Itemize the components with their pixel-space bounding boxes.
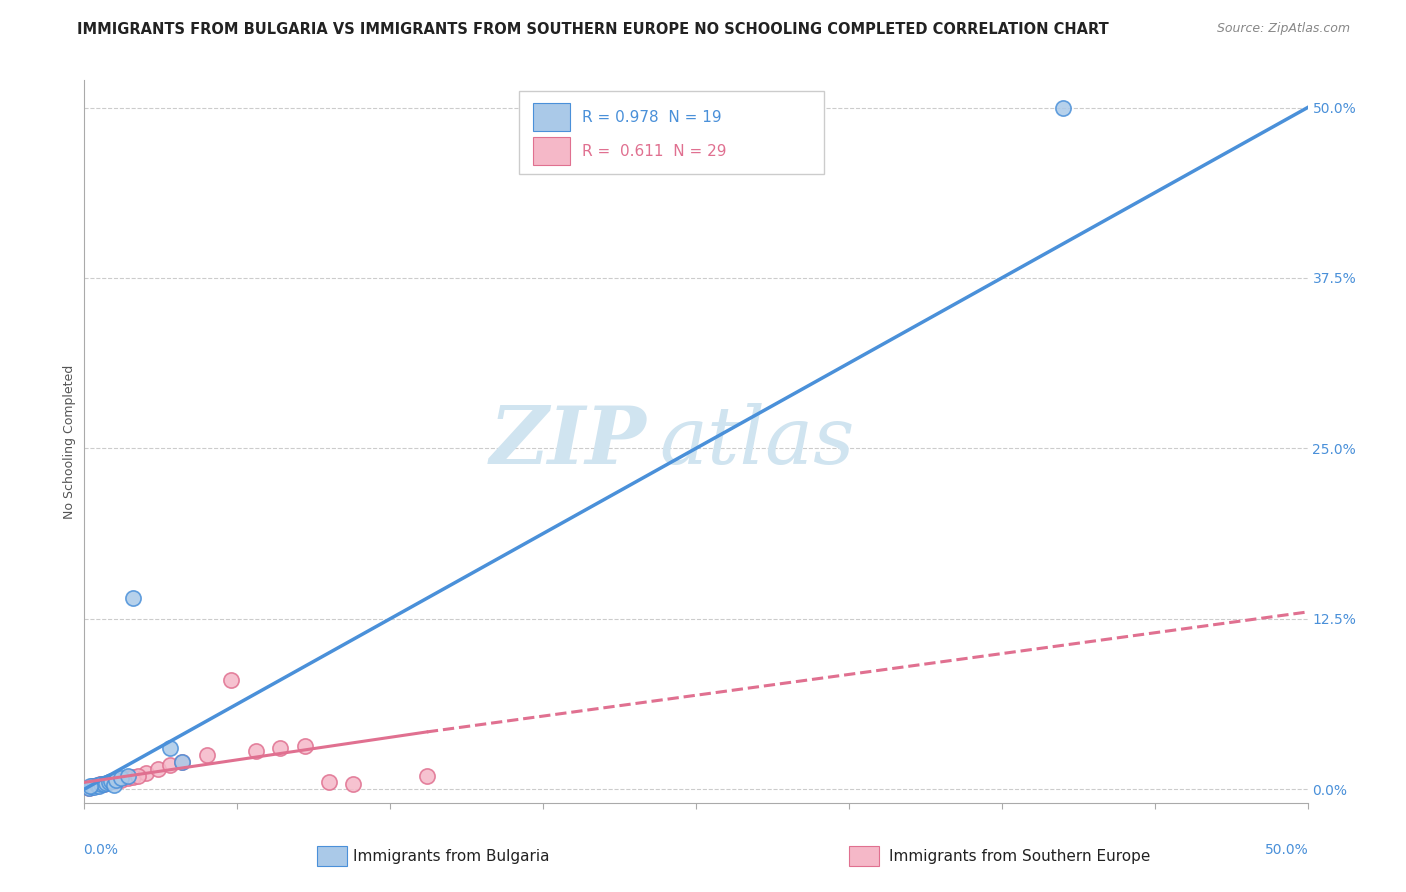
Text: Immigrants from Bulgaria: Immigrants from Bulgaria	[353, 849, 550, 863]
Text: IMMIGRANTS FROM BULGARIA VS IMMIGRANTS FROM SOUTHERN EUROPE NO SCHOOLING COMPLET: IMMIGRANTS FROM BULGARIA VS IMMIGRANTS F…	[77, 22, 1109, 37]
Text: R = 0.978  N = 19: R = 0.978 N = 19	[582, 110, 721, 125]
FancyBboxPatch shape	[519, 91, 824, 174]
Point	[110, 771, 132, 785]
Point	[110, 772, 132, 787]
Point	[105, 773, 128, 788]
Point	[172, 755, 194, 769]
Point	[90, 777, 112, 791]
Point	[86, 779, 108, 793]
Text: Source: ZipAtlas.com: Source: ZipAtlas.com	[1216, 22, 1350, 36]
Point	[416, 768, 439, 782]
Point	[1052, 101, 1074, 115]
Point	[100, 774, 122, 789]
Point	[93, 777, 115, 791]
Text: atlas: atlas	[659, 403, 855, 480]
FancyBboxPatch shape	[533, 137, 569, 165]
Point	[77, 780, 100, 795]
Point	[117, 768, 139, 782]
Point	[105, 772, 128, 787]
Point	[146, 762, 169, 776]
Point	[122, 770, 145, 784]
Point	[219, 673, 242, 687]
Point	[96, 776, 118, 790]
FancyBboxPatch shape	[849, 847, 880, 866]
Text: Immigrants from Southern Europe: Immigrants from Southern Europe	[889, 849, 1150, 863]
Point	[93, 777, 115, 791]
Point	[195, 748, 218, 763]
Point	[318, 775, 340, 789]
Point	[127, 768, 149, 782]
Point	[87, 778, 110, 792]
FancyBboxPatch shape	[316, 847, 347, 866]
Y-axis label: No Schooling Completed: No Schooling Completed	[63, 365, 76, 518]
Point	[87, 779, 110, 793]
Point	[159, 741, 181, 756]
Point	[294, 739, 316, 753]
Point	[80, 780, 103, 794]
Point	[80, 780, 103, 794]
Text: ZIP: ZIP	[491, 403, 647, 480]
Point	[103, 778, 125, 792]
Point	[97, 775, 120, 789]
Point	[86, 778, 108, 792]
Point	[97, 775, 120, 789]
Point	[103, 774, 125, 789]
Text: R =  0.611  N = 29: R = 0.611 N = 29	[582, 144, 727, 159]
Text: 50.0%: 50.0%	[1265, 843, 1309, 856]
Point	[89, 777, 111, 791]
Point	[342, 777, 364, 791]
Point	[82, 780, 104, 794]
Text: 0.0%: 0.0%	[83, 843, 118, 856]
Point	[269, 741, 291, 756]
Point	[83, 780, 105, 794]
Point	[117, 771, 139, 785]
Point	[77, 780, 100, 795]
Point	[159, 757, 181, 772]
Point	[135, 765, 157, 780]
Point	[172, 755, 194, 769]
Point	[79, 780, 101, 794]
Point	[87, 778, 110, 792]
Point	[90, 777, 112, 791]
FancyBboxPatch shape	[533, 103, 569, 131]
Point	[122, 591, 145, 606]
Point	[245, 744, 267, 758]
Point	[83, 780, 105, 794]
